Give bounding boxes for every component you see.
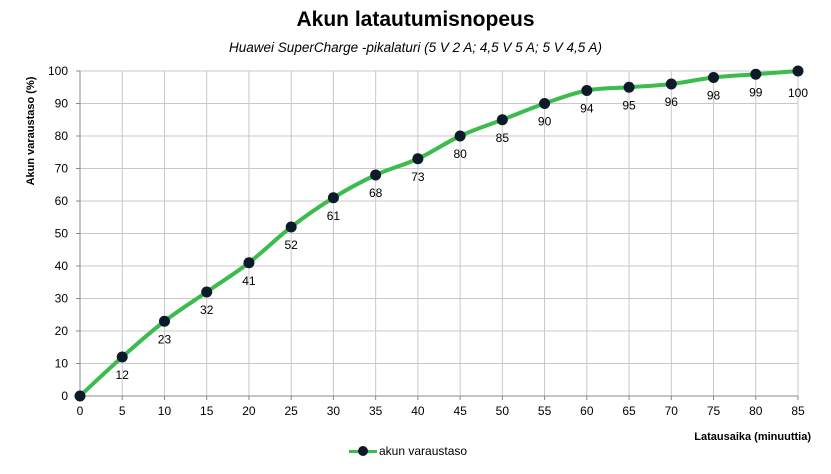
x-tick-label: 30 — [327, 404, 341, 418]
data-point — [708, 72, 720, 83]
x-tick-label: 5 — [119, 404, 126, 418]
x-tick-label: 0 — [77, 404, 84, 418]
legend-swatch — [349, 445, 377, 457]
data-point — [201, 286, 213, 298]
y-tick-label: 20 — [55, 324, 69, 338]
data-label: 100 — [788, 86, 808, 100]
data-point — [623, 81, 635, 93]
data-label: 32 — [200, 303, 214, 317]
y-tick-label: 80 — [55, 129, 69, 143]
data-point — [665, 78, 677, 90]
data-point — [412, 153, 424, 165]
data-label: 99 — [749, 85, 763, 99]
x-tick-label: 35 — [369, 404, 383, 418]
data-label: 94 — [580, 102, 594, 116]
x-tick-label: 85 — [791, 404, 805, 418]
data-label: 52 — [284, 238, 298, 252]
legend-label: akun varaustaso — [379, 444, 468, 458]
x-axis-label: Latausaika (minuuttia) — [694, 431, 811, 443]
y-tick-label: 0 — [61, 389, 68, 403]
data-label: 90 — [538, 115, 552, 129]
data-label: 73 — [411, 170, 425, 184]
data-point — [243, 257, 255, 269]
data-point — [285, 221, 297, 233]
x-tick-label: 80 — [749, 404, 763, 418]
x-tick-label: 65 — [622, 404, 636, 418]
data-label: 85 — [496, 131, 510, 145]
data-point — [74, 390, 86, 402]
x-tick-label: 25 — [284, 404, 298, 418]
x-tick-label: 75 — [707, 404, 721, 418]
data-point — [750, 68, 762, 80]
data-label: 80 — [453, 147, 467, 161]
x-tick-label: 60 — [580, 404, 594, 418]
data-label: 61 — [327, 209, 341, 223]
data-point — [370, 169, 382, 181]
data-label: 95 — [622, 98, 636, 112]
y-tick-label: 90 — [55, 97, 69, 111]
data-label: 96 — [665, 95, 679, 109]
x-tick-label: 45 — [453, 404, 467, 418]
data-point — [454, 130, 466, 142]
data-label: 41 — [242, 274, 256, 288]
data-point — [158, 315, 170, 327]
x-tick-label: 50 — [496, 404, 510, 418]
data-point — [496, 114, 508, 126]
chart-subtitle: Huawei SuperCharge -pikalaturi (5 V 2 A;… — [229, 40, 602, 55]
legend: akun varaustaso — [349, 443, 467, 459]
data-point — [327, 192, 339, 204]
data-label: 23 — [158, 332, 172, 346]
x-tick-label: 15 — [200, 404, 214, 418]
y-tick-label: 60 — [55, 194, 69, 208]
x-tick-label: 20 — [242, 404, 256, 418]
y-tick-label: 40 — [55, 259, 69, 273]
data-point — [539, 98, 551, 109]
chart-title: Akun latautumisnopeus — [296, 8, 535, 31]
y-tick-label: 10 — [55, 357, 69, 371]
data-point — [792, 65, 804, 77]
x-tick-label: 55 — [538, 404, 552, 418]
data-label: 12 — [116, 368, 130, 382]
x-tick-label: 70 — [665, 404, 679, 418]
x-tick-label: 10 — [158, 404, 172, 418]
data-point — [581, 85, 593, 96]
data-label: 98 — [707, 89, 721, 103]
y-tick-label: 100 — [48, 64, 68, 78]
data-point — [116, 351, 128, 363]
y-tick-label: 50 — [55, 227, 69, 241]
data-label: 68 — [369, 186, 383, 200]
x-tick-label: 40 — [411, 404, 425, 418]
y-tick-label: 70 — [55, 162, 69, 176]
y-tick-label: 30 — [55, 292, 69, 306]
